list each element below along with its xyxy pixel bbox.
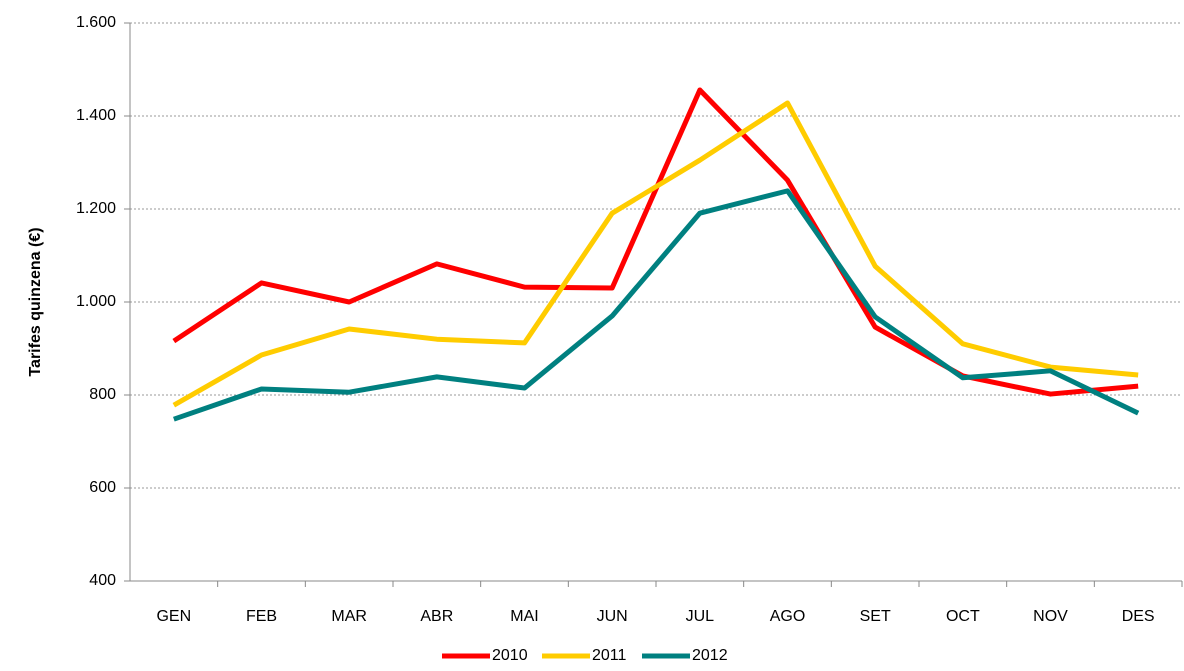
y-tick-label: 1.000 — [76, 293, 116, 310]
x-tick-label: MAI — [510, 608, 538, 625]
y-tick-label: 400 — [89, 572, 116, 589]
x-tick-label: FEB — [246, 608, 277, 625]
y-tick-label: 600 — [89, 479, 116, 496]
x-tick-label: NOV — [1033, 608, 1068, 625]
line-series — [172, 100, 1139, 408]
x-tick-label: JUL — [686, 608, 715, 625]
x-tick-label: SET — [860, 608, 891, 625]
legend-label: 2012 — [692, 647, 728, 664]
x-tick-label: JUN — [597, 608, 628, 625]
x-tick-label: GEN — [156, 608, 191, 625]
y-tick-label: 800 — [89, 386, 116, 403]
y-axis-label: Tarifes quinzena (€) — [27, 227, 44, 376]
y-tick-label: 1.200 — [76, 200, 116, 217]
legend-label: 2010 — [492, 647, 528, 664]
x-tick-label: MAR — [331, 608, 367, 625]
line-series — [173, 188, 1140, 422]
y-tick-label: 1.600 — [76, 14, 116, 31]
legend-label: 2011 — [592, 647, 627, 664]
x-tick-label: DES — [1122, 608, 1155, 625]
line-series — [172, 87, 1139, 397]
x-tick-label: AGO — [770, 608, 806, 625]
x-tick-label: ABR — [420, 608, 453, 625]
x-tick-label: OCT — [946, 608, 980, 625]
y-tick-label: 1.400 — [76, 107, 116, 124]
